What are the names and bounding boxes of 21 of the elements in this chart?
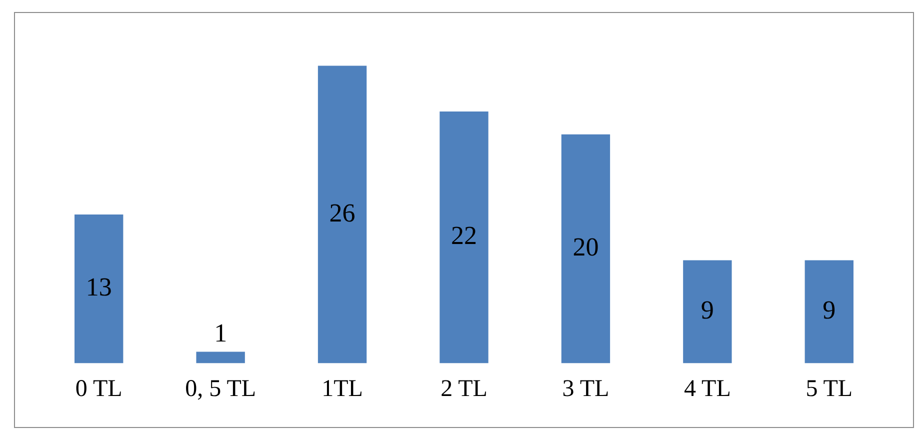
bar [561,134,610,364]
data-label: 9 [700,296,714,325]
x-tick-label: 5 TL [806,376,853,402]
bar [74,214,124,364]
x-tick-label: 0 TL [75,376,122,402]
bar [196,352,245,364]
x-tick-label: 2 TL [440,376,488,402]
bar [318,66,367,364]
data-label: 26 [329,198,356,228]
bar [683,260,732,364]
data-label: 13 [86,272,112,302]
data-label: 20 [572,232,599,262]
x-tick-label: 0, 5 TL [185,376,256,402]
bar [440,112,488,364]
x-tick-label: 3 TL [562,376,610,402]
x-tick-label: 4 TL [684,376,731,402]
x-tick-label: 1TL [322,376,363,402]
data-label: 9 [822,296,836,325]
bar [804,260,854,364]
data-label: 1 [214,318,228,348]
data-label: 22 [451,221,477,250]
